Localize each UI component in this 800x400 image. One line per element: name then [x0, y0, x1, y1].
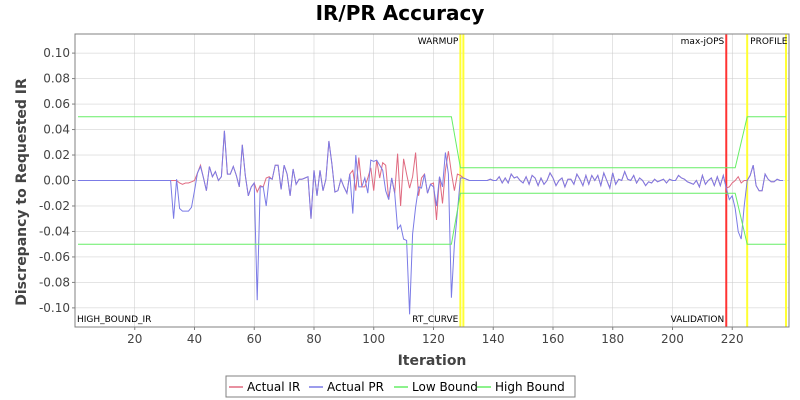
x-axis-label: Iteration — [398, 353, 467, 369]
x-tick-label: 20 — [127, 332, 142, 346]
marker-top-label: PROFILE — [750, 37, 788, 47]
legend-label-high-bound: High Bound — [495, 380, 565, 394]
marker-bottom-label: RT_CURVE — [412, 315, 458, 325]
y-tick-label: -0.04 — [39, 224, 70, 238]
x-tick-label: 100 — [362, 332, 385, 346]
marker-bottom-label: VALIDATION — [671, 315, 725, 325]
series-line-low-bound — [78, 192, 786, 245]
marker-top-label: max-jOPS — [681, 37, 725, 47]
series-lines — [78, 116, 786, 315]
y-axis-label: Discrepancy to Requested IR — [14, 78, 30, 306]
y-tick-label: 0.04 — [43, 123, 70, 137]
legend-label-low-bound: Low Bound — [412, 380, 478, 394]
marker-labels: WARMUP RT_CURVE max-jOPS VALIDATION PROFILE — [412, 37, 787, 325]
y-tick-label: -0.02 — [39, 199, 70, 213]
x-tick-label: 80 — [306, 332, 321, 346]
x-tick-label: 180 — [601, 332, 624, 346]
corner-label: HIGH_BOUND_IR — [77, 315, 151, 325]
x-tick-label: 160 — [542, 332, 565, 346]
x-tick-label: 200 — [661, 332, 684, 346]
y-tick-label: 0.08 — [43, 72, 70, 86]
y-tick-label: 0.00 — [43, 174, 70, 188]
y-tick-label: -0.08 — [39, 275, 70, 289]
legend-label-actual-pr: Actual PR — [327, 380, 384, 394]
x-tick-label: 140 — [482, 332, 505, 346]
y-tick-label: -0.10 — [39, 301, 70, 315]
y-tick-label: -0.06 — [39, 250, 70, 264]
x-tick-label: 60 — [247, 332, 262, 346]
x-tick-label: 120 — [422, 332, 445, 346]
marker-top-label: WARMUP — [418, 37, 459, 47]
x-axis: 20 40 60 80 100 120 140 160 180 200 220 — [127, 327, 744, 346]
series-line-actual-pr — [78, 130, 783, 315]
x-tick-label: 40 — [187, 332, 202, 346]
legend-label-actual-ir: Actual IR — [247, 380, 300, 394]
y-tick-label: 0.06 — [43, 97, 70, 111]
x-tick-label: 220 — [721, 332, 744, 346]
y-tick-label: 0.02 — [43, 148, 70, 162]
y-axis: -0.10 -0.08 -0.06 -0.04 -0.02 0.00 0.02 0.04 0.0… — [39, 46, 75, 315]
series-line-high-bound — [78, 116, 786, 169]
chart-title: IR/PR Accuracy — [316, 1, 485, 25]
y-tick-label: 0.10 — [43, 46, 70, 60]
legend: Actual IR Actual PR Low Bound High Bound — [225, 375, 576, 398]
